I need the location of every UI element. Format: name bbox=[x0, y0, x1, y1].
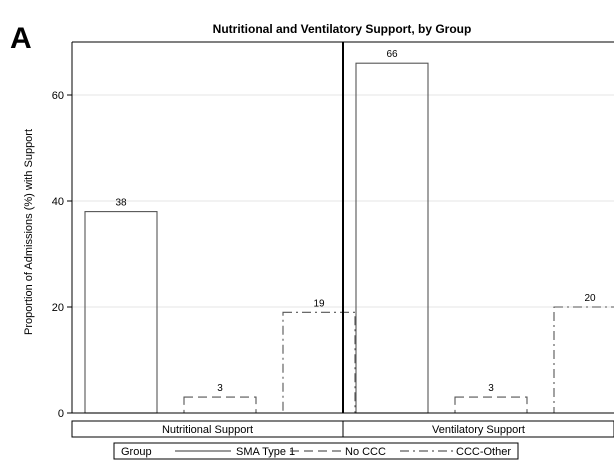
data-label: 66 bbox=[386, 49, 398, 60]
data-label: 3 bbox=[217, 383, 223, 394]
panel-letter: A bbox=[10, 22, 32, 55]
data-label: 20 bbox=[584, 293, 596, 304]
bar bbox=[454, 396, 528, 414]
y-tick-label: 40 bbox=[52, 196, 64, 208]
bar bbox=[355, 62, 429, 414]
y-tick-label: 60 bbox=[52, 90, 64, 102]
y-axis: 0 20 40 60 bbox=[52, 90, 72, 420]
legend: Group SMA Type 1 No CCC CCC-Other bbox=[113, 442, 519, 460]
bars: 38 3 19 66 3 20 bbox=[84, 49, 614, 414]
bar bbox=[84, 211, 158, 414]
legend-label: CCC-Other bbox=[456, 446, 511, 458]
legend-label: No CCC bbox=[345, 446, 386, 458]
legend-title: Group bbox=[121, 446, 152, 458]
category-label: Nutritional Support bbox=[162, 424, 253, 436]
y-axis-label: Proportion of Admissions (%) with Suppor… bbox=[23, 129, 35, 335]
bar bbox=[282, 311, 356, 414]
chart-title: Nutritional and Ventilatory Support, by … bbox=[213, 22, 472, 36]
legend-label: SMA Type 1 bbox=[236, 446, 295, 458]
bar bbox=[553, 306, 614, 414]
plot-frame bbox=[71, 41, 614, 414]
category-axis: Nutritional Support Ventilatory Support bbox=[71, 420, 614, 438]
data-label: 3 bbox=[488, 383, 494, 394]
data-label: 38 bbox=[115, 198, 127, 209]
bar bbox=[183, 396, 257, 414]
y-tick-label: 20 bbox=[52, 302, 64, 314]
category-label: Ventilatory Support bbox=[432, 424, 525, 436]
data-label: 19 bbox=[313, 298, 325, 309]
legend-box bbox=[113, 442, 519, 460]
y-tick-label: 0 bbox=[58, 408, 64, 420]
